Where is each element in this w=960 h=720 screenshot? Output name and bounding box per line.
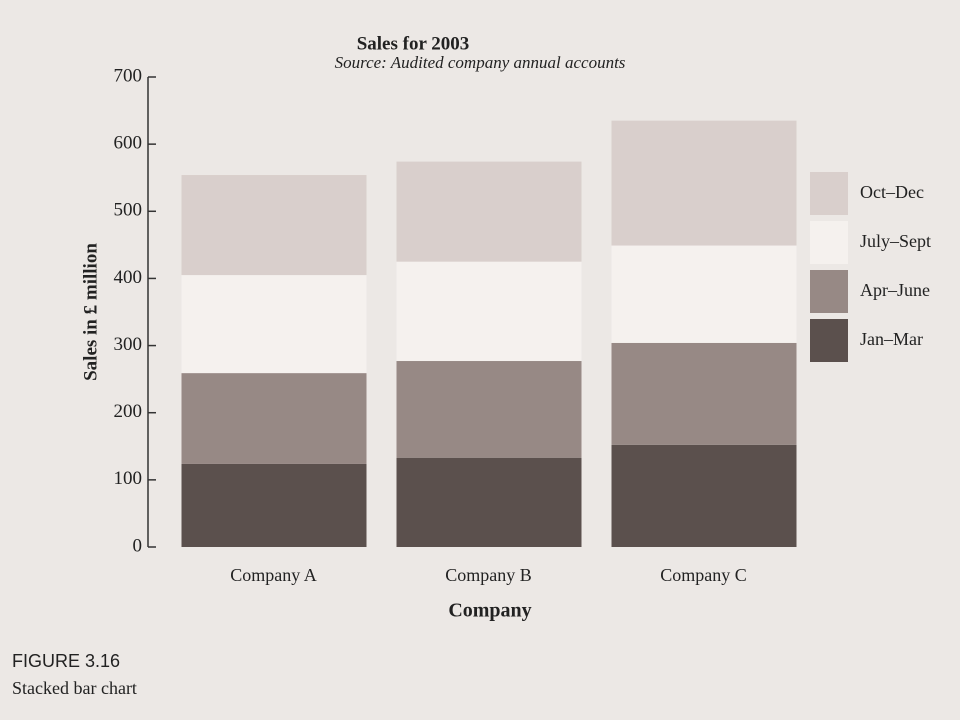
x-tick-label: Company A [230, 565, 317, 585]
x-tick-label: Company B [445, 565, 532, 585]
legend-swatch [810, 319, 848, 362]
chart-subtitle: Source: Audited company annual accounts [335, 53, 626, 72]
figure-caption: Stacked bar chart [12, 678, 137, 698]
bar-segment [611, 342, 797, 445]
bar-segment [396, 161, 582, 262]
y-tick-label: 400 [114, 267, 143, 288]
y-tick-label: 100 [114, 468, 143, 489]
chart-title: Sales for 2003 [357, 33, 470, 54]
legend-label: Jan–Mar [860, 329, 923, 349]
x-tick-label: Company C [660, 565, 747, 585]
legend-label: Oct–Dec [860, 182, 924, 202]
legend-swatch [810, 270, 848, 313]
bar-segment [611, 120, 797, 246]
bar-segment [181, 373, 367, 464]
bar-segment [611, 444, 797, 547]
bar-segment [181, 275, 367, 374]
y-tick-label: 600 [114, 133, 143, 154]
x-axis-title: Company [448, 600, 531, 622]
bar-segment [396, 457, 582, 547]
y-tick-label: 500 [114, 200, 143, 221]
y-tick-label: 0 [133, 535, 143, 556]
bar-segment [181, 175, 367, 276]
legend-label: July–Sept [860, 231, 931, 251]
bar-segment [396, 261, 582, 362]
figure-label: FIGURE 3.16 [12, 651, 120, 671]
legend-swatch [810, 172, 848, 215]
y-tick-label: 700 [114, 65, 143, 86]
bar-segment [396, 361, 582, 458]
y-axis-title: Sales in £ million [80, 243, 101, 381]
bar-segment [181, 463, 367, 547]
bar-segment [611, 245, 797, 343]
y-tick-label: 200 [114, 401, 143, 422]
legend-label: Apr–June [860, 280, 930, 300]
y-tick-label: 300 [114, 334, 143, 355]
legend-swatch [810, 221, 848, 264]
